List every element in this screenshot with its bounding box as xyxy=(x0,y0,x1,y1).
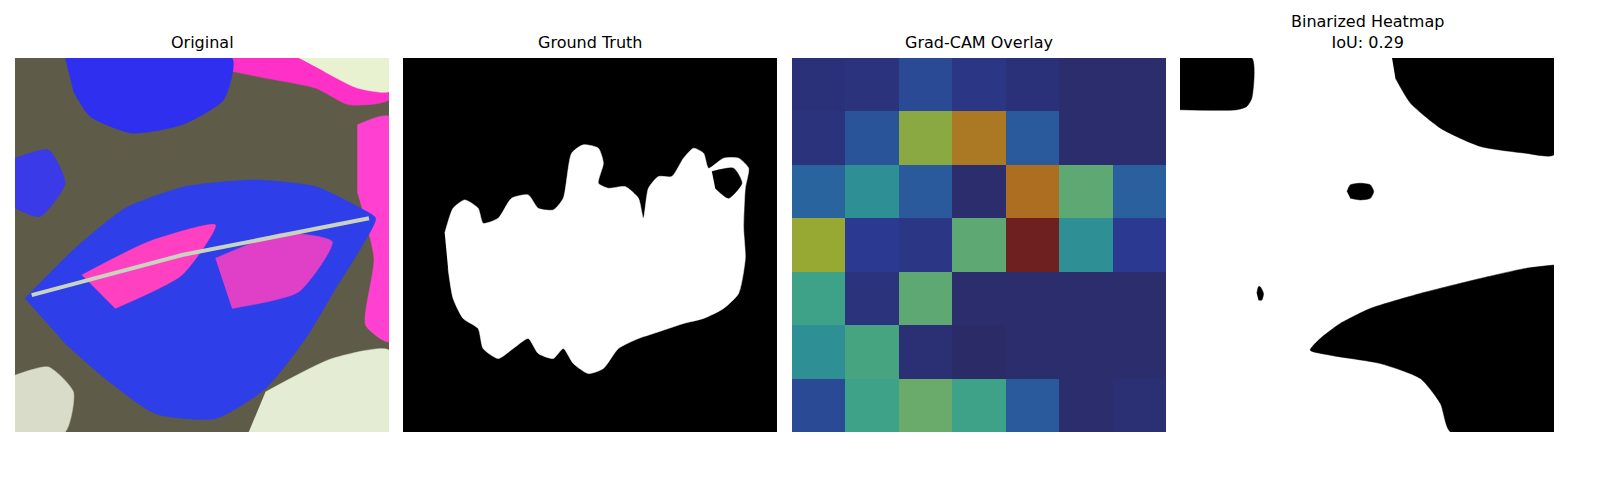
svg-text:Binarized HeatmapIoU: 0.29: Binarized HeatmapIoU: 0.29 xyxy=(1291,12,1444,52)
svg-text:Ground Truth: Ground Truth xyxy=(538,33,643,52)
svg-text:Grad-CAM Overlay: Grad-CAM Overlay xyxy=(905,33,1053,52)
svg-text:Original: Original xyxy=(171,33,234,52)
